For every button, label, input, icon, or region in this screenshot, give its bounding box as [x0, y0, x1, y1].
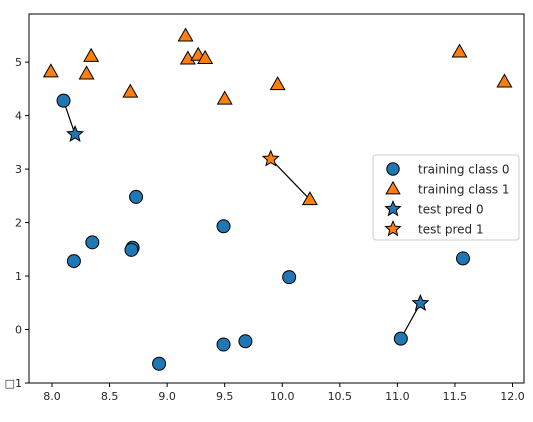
point-circle-series-0	[66, 254, 81, 269]
x-tick-label: 8.5	[101, 390, 119, 403]
point-circle-series-0	[393, 331, 408, 346]
plot-area-frame	[28, 13, 525, 384]
legend-marker-star	[384, 199, 402, 217]
point-star-series-2	[411, 293, 430, 311]
legend: training class 0 training class 1 test pre…	[372, 154, 520, 241]
x-tick-label: 8.0	[43, 390, 61, 403]
point-triangle-series-1	[269, 76, 286, 91]
point-circle-series-0	[124, 242, 139, 257]
y-tick-label: 3	[15, 163, 22, 176]
point-triangle-series-1	[496, 73, 513, 88]
neighbor-line	[270, 158, 311, 200]
point-triangle-series-1	[83, 47, 100, 62]
point-circle-series-0	[85, 235, 100, 250]
ticks-layer: 8.0 8.5 9.0 9.5 10.0 10.5 11.0 11.5 12.0 □1 0 1 2 3 4 5	[5, 56, 525, 403]
y-tick-label: 5	[15, 56, 22, 69]
y-tick-label: □1	[5, 377, 22, 390]
legend-label: training class 0	[418, 163, 510, 177]
y-tick-label: 1	[15, 270, 22, 283]
x-tick-label: 12.0	[500, 390, 525, 403]
point-circle-series-0	[129, 189, 144, 204]
point-star-series-3	[261, 149, 280, 167]
point-triangle-series-1	[177, 27, 194, 42]
point-circle-series-0	[152, 356, 167, 371]
x-tick-label: 11.0	[385, 390, 410, 403]
point-circle-series-0	[282, 270, 297, 285]
legend-label: test pred 0	[418, 203, 484, 217]
x-tick-label: 11.5	[443, 390, 468, 403]
x-tick-label: 10.0	[270, 390, 295, 403]
legend-marker-star	[384, 219, 402, 237]
y-tick-label: 0	[15, 324, 22, 337]
x-tick-label: 9.5	[216, 390, 234, 403]
legend-label: training class 1	[418, 183, 510, 197]
point-star-series-2	[66, 124, 85, 142]
point-circle-series-0	[216, 337, 231, 352]
y-tick-label: 2	[15, 217, 22, 230]
point-circle-series-0	[216, 219, 231, 234]
point-triangle-series-1	[42, 63, 59, 78]
point-triangle-series-1	[301, 191, 318, 206]
x-tick-label: 9.0	[158, 390, 176, 403]
neighbor-lines-layer	[62, 100, 421, 339]
point-circle-series-0	[238, 334, 253, 349]
point-triangle-series-1	[197, 49, 214, 64]
point-triangle-series-1	[216, 90, 233, 105]
point-triangle-series-1	[179, 50, 196, 65]
point-triangle-series-1	[78, 65, 95, 80]
legend-label: test pred 1	[418, 223, 484, 237]
point-circle-series-0	[56, 93, 71, 108]
point-triangle-series-1	[122, 83, 139, 98]
y-tick-label: 4	[15, 110, 22, 123]
point-circle-series-0	[455, 251, 470, 266]
legend-marker-circle	[386, 162, 400, 176]
legend-box	[372, 154, 520, 241]
point-triangle-series-1	[451, 43, 468, 58]
marks-layer	[42, 27, 513, 371]
x-tick-label: 10.5	[328, 390, 353, 403]
legend-marker-triangle	[385, 180, 401, 195]
